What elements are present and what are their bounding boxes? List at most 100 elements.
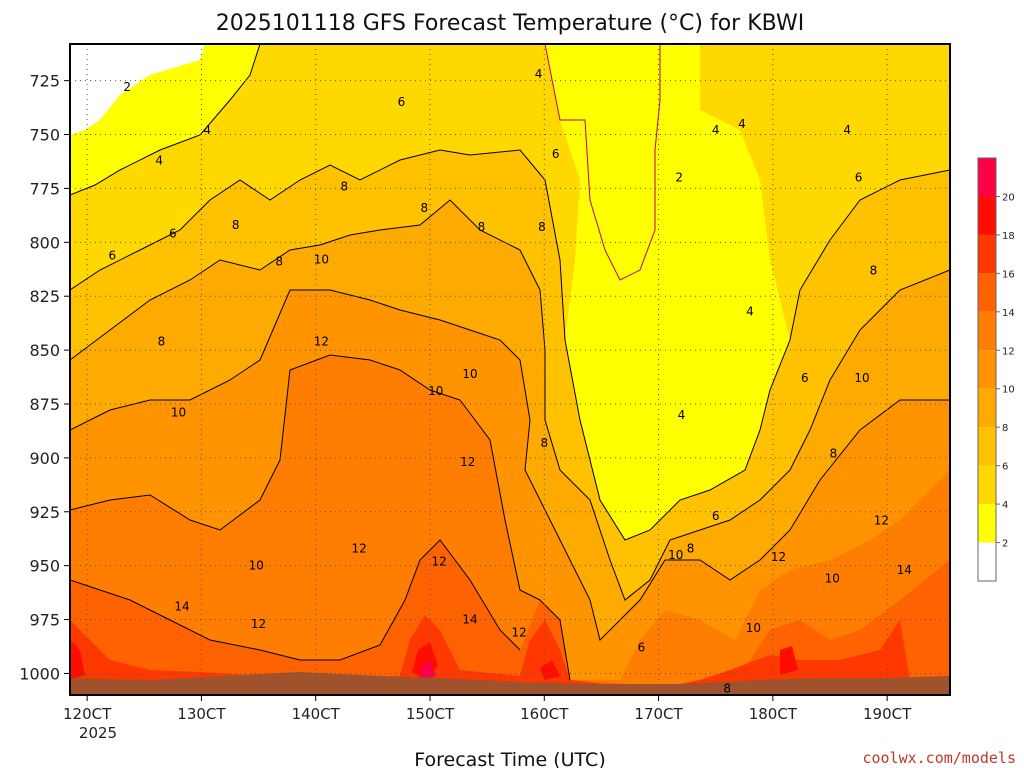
x-axis-label: Forecast Time (UTC) (414, 749, 605, 768)
contour-label: 12 (352, 541, 367, 555)
contour-label: 6 (801, 371, 809, 385)
colorbar-swatch (978, 311, 996, 351)
x-axis: 120CT 130CT 140CT 150CT 160CT 170CT 180CT 190CT (63, 695, 912, 723)
gridlines (70, 44, 950, 695)
credit-link[interactable]: coolwx.com/models (862, 749, 1016, 767)
y-tick-label: 775 (29, 179, 60, 198)
contour-label: 10 (825, 572, 840, 586)
contour-label: 8 (275, 255, 283, 269)
contour-label: 8 (830, 447, 838, 461)
contour-label: 10 (746, 621, 761, 635)
x-tick-label: 120CT (63, 705, 112, 723)
contour-label: 10 (854, 371, 869, 385)
y-tick-label: 800 (29, 233, 60, 252)
chart-title: 2025101118 GFS Forecast Temperature (°C)… (216, 11, 804, 36)
contour-label: 2 (675, 171, 683, 185)
contour-label: 8 (870, 263, 878, 277)
contour-label: 12 (432, 554, 447, 568)
contour-label: 12 (460, 455, 475, 469)
colorbar-label: 18 (1002, 231, 1015, 242)
contour-label: 10 (314, 253, 329, 267)
contour-label: 6 (552, 147, 560, 161)
terrain (70, 672, 950, 695)
contour-label: 4 (203, 123, 211, 137)
colorbar-label: 8 (1002, 423, 1008, 434)
colorbar-swatch (978, 427, 996, 466)
contour-label: 6 (638, 641, 646, 655)
colorbar-label: 12 (1002, 346, 1015, 357)
contour-label: 10 (462, 367, 477, 381)
colorbar-swatch (978, 350, 996, 389)
colorbar-swatch (978, 388, 996, 428)
colorbar-swatch (978, 504, 996, 543)
contour-label: 8 (540, 436, 548, 450)
contour-label: 12 (251, 617, 266, 631)
colorbar-swatch (978, 465, 996, 505)
contour-label: 8 (158, 334, 166, 348)
y-axis: 725 750 775 800 825 850 875 900 925 950 975 1000 (19, 72, 70, 683)
colorbar-swatch (978, 273, 996, 312)
contour-label: 4 (746, 304, 754, 318)
band-ge20 (420, 660, 436, 680)
band-16-18 (70, 615, 950, 695)
colorbar-label: 2 (1002, 539, 1008, 550)
contour-label: 8 (232, 218, 240, 232)
contour-label: 8 (340, 179, 348, 193)
colorbar-swatch (978, 234, 996, 274)
contour-label: 4 (843, 123, 851, 137)
contour-labels: 2 4 4 6 6 6 4 6 8 8 8 8 8 8 10 8 12 10 10 10 2 4 4 4 6 8 4 6 10 4 8 12 8… (108, 67, 911, 695)
contour-label: 12 (874, 513, 889, 527)
contour-label: 8 (538, 220, 546, 234)
x-tick-label: 130CT (177, 705, 226, 723)
colorbar-label: 4 (1002, 500, 1008, 511)
contour-label: 4 (712, 123, 720, 137)
contour-label: 4 (678, 408, 686, 422)
contour-label: 6 (398, 95, 406, 109)
band-2-4-mid-column (545, 44, 790, 540)
contour-label: 10 (249, 559, 264, 573)
temperature-field (70, 44, 950, 695)
y-tick-label: 975 (29, 611, 60, 630)
x-tick-label: 180CT (749, 705, 798, 723)
contour-label: 10 (668, 548, 683, 562)
y-tick-label: 925 (29, 503, 60, 522)
x-year-label: 2025 (79, 724, 117, 742)
y-tick-label: 1000 (19, 664, 60, 683)
x-tick-label: 140CT (292, 705, 341, 723)
contour-label: 12 (314, 334, 329, 348)
band-4-6-right-upper (700, 44, 950, 110)
contour-label: 4 (535, 67, 543, 81)
y-tick-label: 850 (29, 341, 60, 360)
colorbar-frame (977, 157, 997, 582)
contour-label: 8 (723, 682, 731, 696)
contour-label: 6 (169, 227, 177, 241)
colorbar-label: 20 (1002, 192, 1015, 203)
band-lt2-upper-left (70, 44, 205, 135)
contour-label: 10 (171, 406, 186, 420)
x-tick-label: 150CT (406, 705, 455, 723)
y-tick-label: 750 (29, 126, 60, 145)
colorbar-label: 16 (1002, 269, 1015, 280)
x-tick-label: 190CT (863, 705, 912, 723)
contour-label: 6 (712, 509, 720, 523)
colorbar-label: 6 (1002, 462, 1008, 473)
contour-label: 12 (771, 550, 786, 564)
contour-label: 14 (462, 613, 477, 627)
contour-label: 8 (420, 201, 428, 215)
contour-label: 12 (512, 625, 527, 639)
colorbar-swatch (978, 196, 996, 235)
band-18-20 (70, 640, 798, 680)
x-tick-label: 170CT (634, 705, 683, 723)
y-tick-label: 950 (29, 557, 60, 576)
contour-label: 8 (687, 541, 695, 555)
contour-label: 8 (478, 220, 486, 234)
band-12-14 (70, 355, 950, 695)
contour-label: 4 (738, 117, 746, 131)
y-tick-label: 875 (29, 395, 60, 414)
contour-label: 14 (897, 563, 912, 577)
y-tick-label: 900 (29, 449, 60, 468)
colorbar-label: 14 (1002, 308, 1015, 319)
x-tick-label: 160CT (520, 705, 569, 723)
band-2-4-upper-left (70, 44, 260, 195)
